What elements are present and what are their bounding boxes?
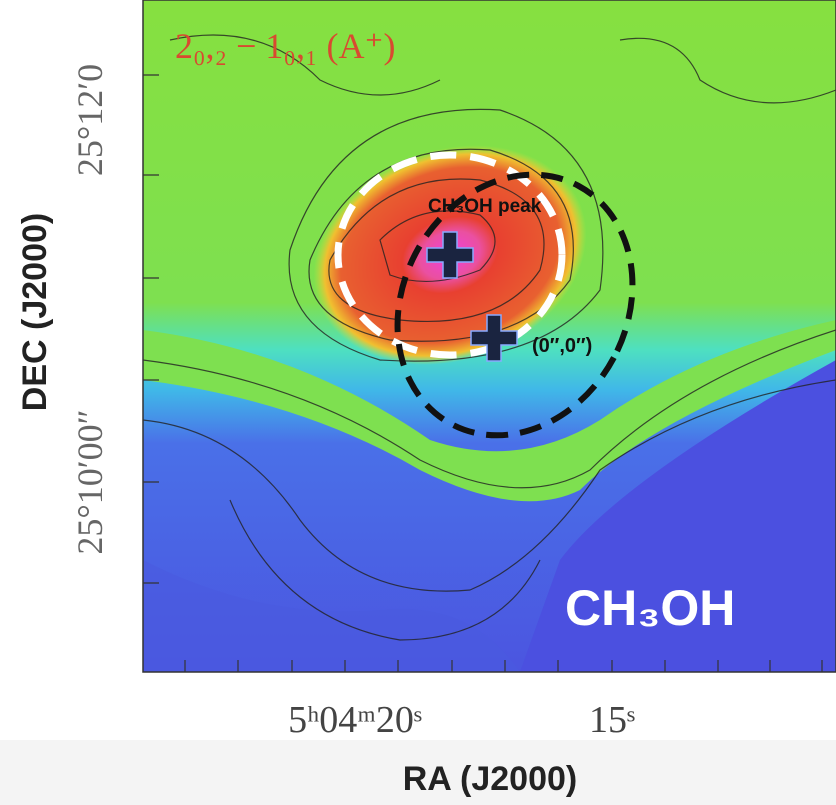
y-tick-label: 25°10′00″ (70, 409, 110, 554)
x-tick-label: 15ˢ (589, 699, 635, 741)
peak-marker (426, 231, 474, 279)
field-ellipse (394, 171, 636, 439)
map-title: 2₀,₂ − 1₀,₁ (A⁺) (175, 26, 395, 66)
frame (142, 0, 836, 673)
y-axis-label: DEC (J2000) (16, 213, 54, 411)
molecule-label: CH₃OH (565, 580, 735, 636)
ticks (143, 74, 823, 672)
footer-band (0, 740, 836, 805)
origin-marker (470, 314, 518, 362)
beam-circle (334, 151, 566, 359)
y-tick-label: 25°12′0 (70, 64, 110, 176)
x-axis-label: RA (J2000) (403, 760, 577, 798)
x-tick-label: 5ʰ04ᵐ20ˢ (288, 699, 422, 741)
origin-label: (0″,0″) (532, 335, 592, 357)
peak-label: CH₃OH peak (428, 196, 542, 217)
